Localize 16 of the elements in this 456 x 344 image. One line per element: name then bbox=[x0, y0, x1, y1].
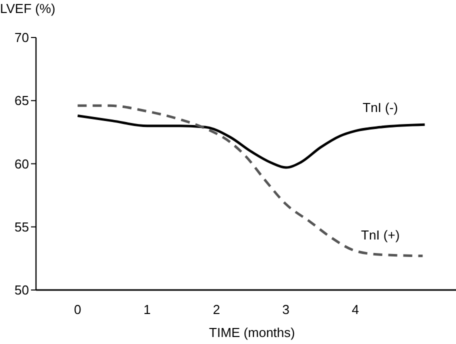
x-axis-title: TIME (months) bbox=[209, 325, 295, 340]
y-tick-label: 55 bbox=[14, 219, 29, 234]
series-label: TnI (+) bbox=[361, 228, 400, 243]
x-tick-label: 2 bbox=[212, 302, 220, 317]
x-tick-label: 1 bbox=[143, 302, 151, 317]
x-tick-label: 0 bbox=[74, 302, 82, 317]
x-tick-label: 4 bbox=[352, 302, 359, 317]
line-series bbox=[76, 104, 424, 258]
y-tick-label: 70 bbox=[14, 30, 29, 46]
y-tick-label: 60 bbox=[14, 156, 29, 172]
y-tick-label: 50 bbox=[14, 282, 29, 298]
series-label: TnI (-) bbox=[362, 100, 398, 116]
y-axis-title: LVEF (%) bbox=[0, 1, 56, 16]
x-tick-label: 3 bbox=[282, 302, 290, 317]
y-tick-label: 65 bbox=[14, 93, 29, 108]
line-series bbox=[76, 114, 426, 169]
